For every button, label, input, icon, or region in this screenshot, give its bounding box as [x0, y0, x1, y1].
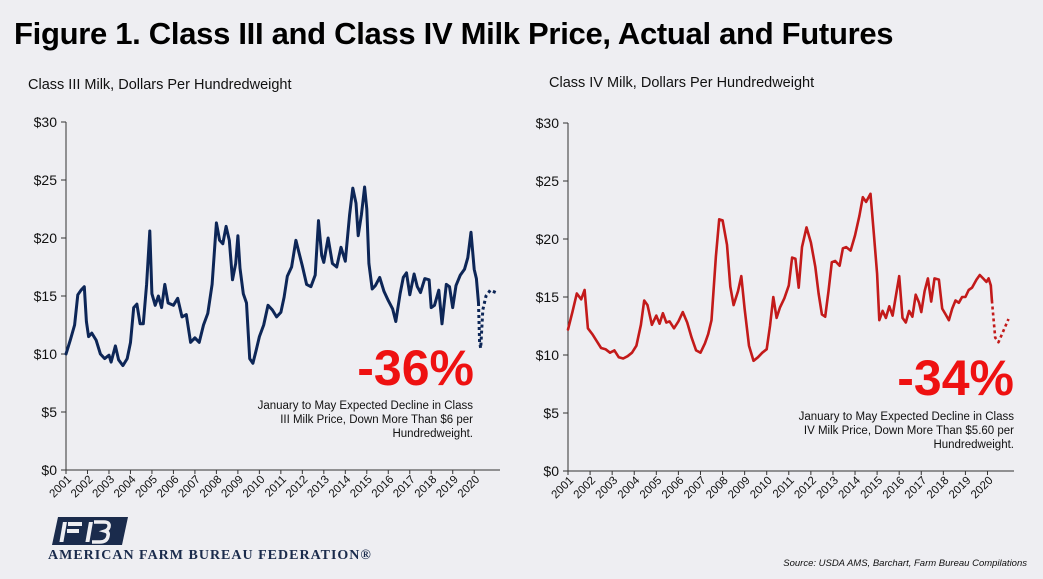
actual-price-line: [64, 185, 480, 368]
x-tick-label: 2016: [881, 475, 908, 502]
x-tick-label: 2016: [370, 474, 397, 501]
farm-bureau-logo: [48, 516, 130, 551]
x-tick-label: 2007: [682, 475, 709, 502]
y-tick-label: $5: [41, 404, 57, 420]
figure-title: Figure 1. Class III and Class IV Milk Pr…: [14, 16, 894, 51]
y-tick-label: $25: [536, 173, 560, 189]
y-axis-title: Class III Milk, Dollars Per Hundredweigh…: [28, 77, 292, 93]
x-tick-label: 2015: [859, 475, 886, 502]
y-tick-label: $30: [536, 115, 560, 131]
y-tick-label: $10: [34, 346, 58, 362]
y-tick-label: $15: [34, 288, 58, 304]
futures-line: [990, 300, 1010, 344]
y-tick-label: $20: [536, 231, 560, 247]
x-tick-label: 2017: [903, 475, 930, 502]
y-axis-title: Class IV Milk, Dollars Per Hundredweight: [549, 75, 814, 91]
x-tick-label: 2019: [434, 474, 461, 501]
x-tick-label: 2014: [327, 473, 354, 500]
decline-percent-callout: -34%: [897, 350, 1014, 406]
x-tick-label: 2008: [198, 474, 225, 501]
x-tick-label: 2003: [91, 474, 118, 501]
x-tick-label: 2006: [660, 475, 687, 502]
class-iii-chart: Class III Milk, Dollars Per Hundredweigh…: [28, 77, 500, 500]
callout-note-line: IV Milk Price, Down More Than $5.60 per: [804, 425, 1014, 437]
x-tick-label: 2010: [241, 474, 268, 501]
x-tick-label: 2009: [219, 474, 246, 501]
futures-line: [477, 288, 497, 350]
x-tick-label: 2005: [133, 474, 160, 501]
class-iv-chart: Class IV Milk, Dollars Per Hundredweight…: [536, 75, 1015, 501]
x-tick-label: 2014: [837, 474, 864, 501]
source-note: Source: USDA AMS, Barchart, Farm Bureau …: [783, 558, 1027, 569]
x-tick-label: 2020: [969, 475, 996, 502]
x-tick-label: 2010: [748, 475, 775, 502]
actual-price-line: [566, 192, 994, 363]
x-tick-label: 2004: [616, 474, 643, 501]
x-tick-label: 2007: [176, 474, 203, 501]
x-tick-label: 2005: [638, 475, 665, 502]
x-tick-label: 2002: [572, 475, 599, 502]
x-tick-label: 2002: [69, 474, 96, 501]
callout-note-line: III Milk Price, Down More Than $6 per: [280, 414, 473, 426]
x-tick-label: 2017: [391, 474, 418, 501]
x-tick-label: 2003: [594, 475, 621, 502]
callout-note-line: Hundredweight.: [392, 428, 473, 440]
x-tick-label: 2012: [792, 475, 819, 502]
callout-note-line: Hundredweight.: [933, 439, 1014, 451]
x-tick-label: 2006: [155, 474, 182, 501]
y-tick-label: $30: [34, 114, 58, 130]
y-tick-label: $0: [543, 463, 559, 479]
org-name: AMERICAN FARM BUREAU FEDERATION®: [48, 548, 372, 563]
y-tick-label: $15: [536, 289, 560, 305]
x-tick-label: 2009: [726, 475, 753, 502]
y-tick-label: $0: [41, 462, 57, 478]
decline-percent-callout: -36%: [357, 340, 474, 396]
y-tick-label: $5: [543, 405, 559, 421]
x-tick-label: 2008: [704, 475, 731, 502]
x-tick-label: 2013: [814, 475, 841, 502]
x-tick-label: 2011: [263, 474, 289, 500]
x-tick-label: 2018: [925, 475, 952, 502]
x-tick-label: 2011: [771, 475, 797, 501]
x-tick-label: 2015: [348, 474, 375, 501]
y-tick-label: $25: [34, 172, 58, 188]
x-tick-label: 2019: [947, 475, 974, 502]
callout-note-line: January to May Expected Decline in Class: [258, 400, 474, 412]
x-tick-label: 2004: [112, 473, 139, 500]
y-tick-label: $10: [536, 347, 560, 363]
x-tick-label: 2012: [284, 474, 311, 501]
x-tick-label: 2020: [456, 474, 483, 501]
callout-note-line: January to May Expected Decline in Class: [799, 411, 1015, 423]
x-tick-label: 2013: [305, 474, 332, 501]
y-tick-label: $20: [34, 230, 58, 246]
fb-logo-icon: [52, 517, 128, 545]
x-tick-label: 2018: [413, 474, 440, 501]
